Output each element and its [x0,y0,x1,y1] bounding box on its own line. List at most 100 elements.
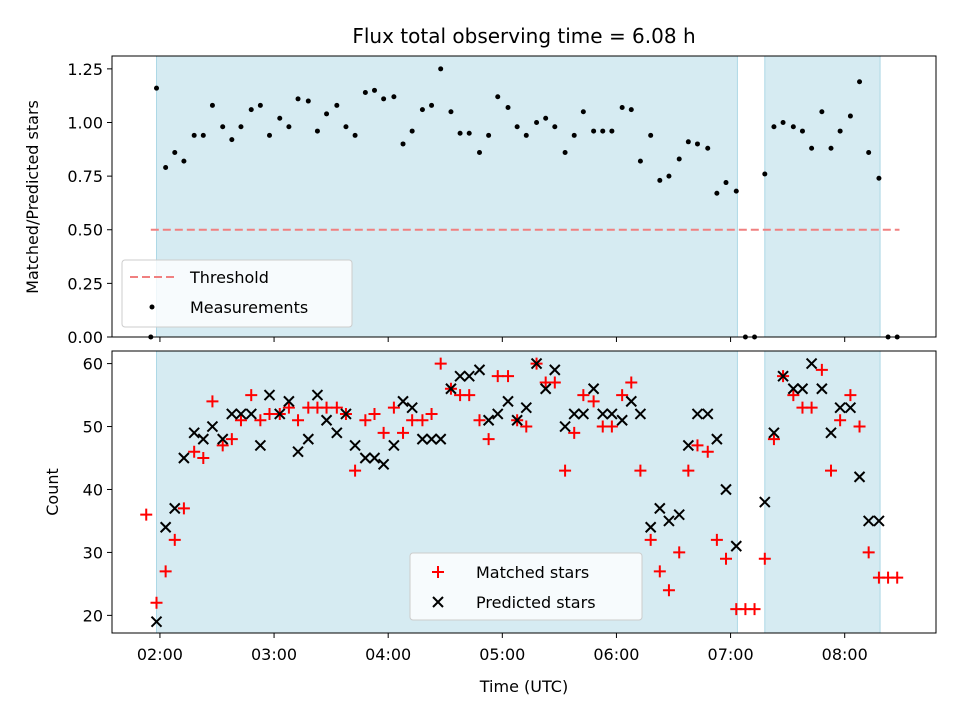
matched-star-point [482,433,495,446]
measurement-point [828,145,834,151]
bottom-x-ticks: 02:00 03:00 04:00 05:00 06:00 07:00 08:00 [137,633,868,664]
matched-star-point [197,452,210,465]
matched-star-point [559,464,572,477]
measurement-point [571,132,577,138]
bottom-chart-panel: 02:00 03:00 04:00 05:00 06:00 07:00 08:00 20 30… [43,350,937,696]
predicted-star-point [254,439,267,452]
matched-star-point [758,552,771,565]
matched-star-point [634,464,647,477]
measurement-point [552,124,558,130]
top-legend: Threshold Measurements [121,259,353,328]
predicted-star-point [463,370,475,382]
matched-star-point [682,464,695,477]
measurement-point [847,113,853,119]
matched-star-point [691,439,704,452]
predicted-star-point [406,401,418,414]
measurement-point [476,150,482,156]
matched-star-point [177,502,190,515]
measurement-point [866,150,872,156]
chart-title: Flux total observing time = 6.08 h [352,24,695,48]
predicted-star-point [549,364,561,376]
measurement-point [277,115,283,121]
matched-star-point [406,414,419,427]
predicted-star-point [340,408,352,420]
predicted-star-point [178,452,190,464]
matched-star-point [853,420,866,433]
matched-star-point [473,414,486,427]
predicted-star-point [796,383,809,395]
bottom-x-tick-label: 08:00 [822,645,868,664]
top-y-tick-label: 1.25 [67,60,103,79]
measurement-point [220,124,226,130]
legend-matched-swatch [432,566,444,578]
predicted-star-point [853,471,866,483]
matched-star-point [825,464,838,477]
measurement-point [295,96,301,102]
measurement-point [657,177,663,183]
matched-star-point [320,401,333,414]
predicted-star-point [388,439,400,452]
predicted-star-point [644,521,657,533]
measurement-point [819,109,825,115]
predicted-star-point [873,515,885,527]
predicted-star-point [634,408,647,420]
matched-star-point [653,565,666,578]
matched-star-point [662,584,675,597]
predicted-star-point [377,458,390,471]
measurement-point [591,128,597,134]
measurement-point [172,150,178,156]
predicted-star-point [616,414,628,426]
predicted-star-point [559,420,571,433]
legend-measurements-swatch [149,304,155,310]
matched-star-point [150,596,163,609]
measurement-point [685,139,691,145]
predicted-star-point [816,383,828,395]
bottom-x-tick-label: 02:00 [137,645,183,664]
top-y-tick-label: 0.75 [67,167,103,186]
predicted-star-point [263,389,276,401]
measurement-point [723,180,729,186]
matched-star-point [397,426,410,439]
predicted-star-point [702,408,714,420]
predicted-star-point [844,401,857,414]
bottom-x-tick-label: 07:00 [708,645,754,664]
matched-star-point [254,414,267,427]
predicted-star-point [349,439,361,452]
matched-star-point [292,414,305,427]
predicted-star-point [502,395,514,408]
matched-star-point [206,395,219,408]
predicted-star-point [454,370,466,382]
predicted-star-point [445,383,457,395]
predicted-star-point [482,414,495,426]
bottom-legend: Matched stars Predicted stars [409,552,643,621]
bottom-axes-frame [111,350,937,634]
measurement-point [780,119,786,125]
measurement-point [248,107,254,113]
measurement-point [714,190,720,196]
predicted-star-point [577,408,590,420]
measurement-point [809,145,815,151]
predicted-star-point [235,408,247,420]
measurement-point [191,132,197,138]
predicted-star-point [568,408,580,420]
matched-star-point [359,414,372,427]
matched-star-point [263,407,276,420]
measurement-point [799,128,805,134]
predicted-star-point [302,433,315,445]
measurement-point [200,132,206,138]
predicted-star-point [434,433,447,445]
top-legend-box [121,259,353,328]
measurement-point [523,132,529,138]
matched-star-point [587,395,600,408]
predicted-star-point [159,521,172,533]
measurement-point [609,128,615,134]
matched-star-point [805,401,818,414]
measurement-point [154,85,160,91]
bottom-y-ticks: 20 30 40 50 60 [83,355,112,625]
predicted-star-point [862,515,875,527]
predicted-star-point [587,383,600,395]
predicted-star-point [283,395,295,408]
matched-star-point [225,433,238,446]
predicted-star-point [473,364,486,376]
matched-star-point [862,546,875,559]
